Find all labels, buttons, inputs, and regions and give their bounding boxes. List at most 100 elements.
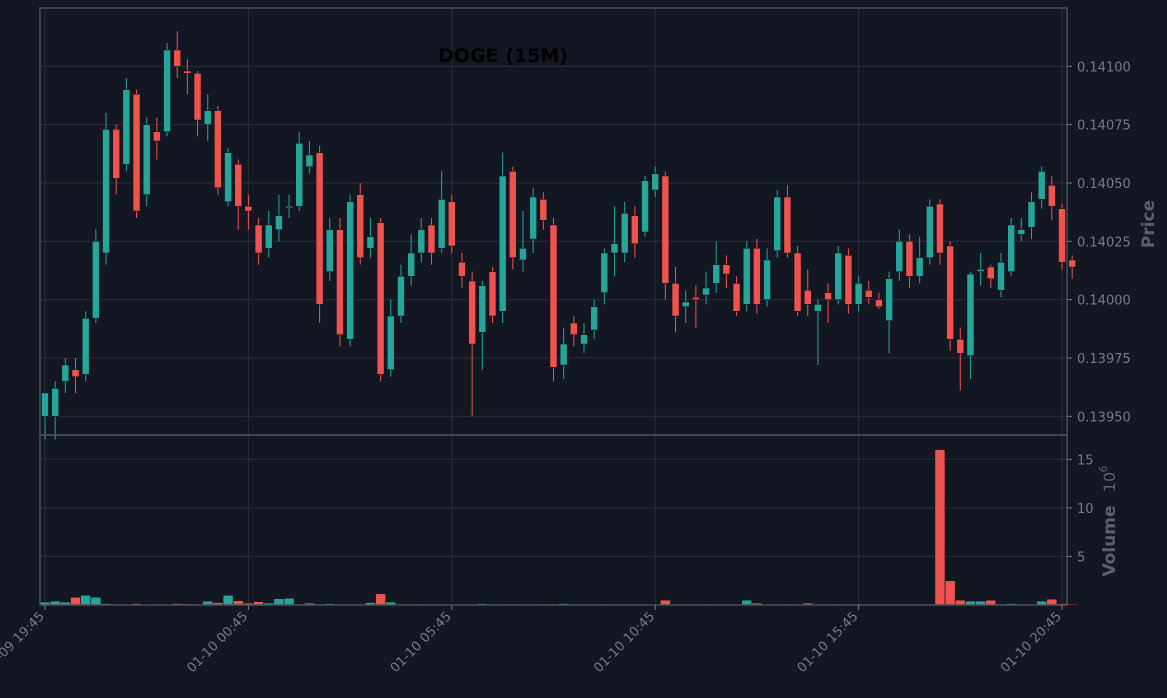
candle-body xyxy=(763,259,771,300)
candle-body xyxy=(122,89,131,165)
candle-body xyxy=(315,152,324,305)
candle-body xyxy=(275,215,283,230)
candle-body xyxy=(620,213,629,254)
candle-body xyxy=(214,110,222,188)
candle-body xyxy=(631,215,639,244)
candle-body xyxy=(692,297,700,300)
candle-body xyxy=(895,241,904,272)
volume-bar xyxy=(1066,603,1078,606)
price-tick-label: 0.14050 xyxy=(1077,177,1131,192)
price-tick-label: 0.14000 xyxy=(1077,294,1131,309)
candle-body xyxy=(966,273,975,356)
candle-body xyxy=(570,322,578,335)
volume-bar xyxy=(273,598,285,606)
candle-body xyxy=(305,154,314,167)
candle-body xyxy=(804,290,812,305)
candle-body xyxy=(1048,185,1056,207)
price-axis-label: Price xyxy=(1139,200,1159,248)
volume-bar xyxy=(90,596,102,606)
candle-body xyxy=(702,287,710,296)
candle-body xyxy=(61,364,70,382)
candle-body xyxy=(295,143,303,207)
candle-body xyxy=(153,131,161,142)
candle-body xyxy=(600,252,609,293)
candle-body xyxy=(193,73,202,121)
candle-body xyxy=(529,196,537,240)
candle-body xyxy=(244,206,253,212)
candle-body xyxy=(956,339,965,354)
candle-body xyxy=(580,334,588,345)
price-tick-label: 0.14100 xyxy=(1077,60,1131,75)
candle-body xyxy=(885,278,893,321)
price-tick-label: 0.14025 xyxy=(1077,235,1131,250)
candle-body xyxy=(854,283,863,305)
candle-body xyxy=(81,318,90,375)
candle-body xyxy=(712,264,720,284)
candle-body xyxy=(203,110,212,125)
volume-bar xyxy=(222,595,234,606)
candle-body xyxy=(51,388,59,417)
candle-body xyxy=(224,152,232,202)
candle-body xyxy=(173,49,181,67)
candle-body xyxy=(987,266,995,279)
volume-bar xyxy=(70,596,81,606)
candle-body xyxy=(590,306,598,331)
volume-multiplier-exponent: 6 xyxy=(1097,466,1110,473)
candle-body xyxy=(559,343,568,366)
candle-body xyxy=(1017,229,1026,235)
candle-body xyxy=(407,252,415,277)
candle-body xyxy=(326,229,334,272)
candles xyxy=(41,31,1076,440)
candle-body xyxy=(488,271,497,317)
candle-body xyxy=(1058,208,1066,263)
price-axis: 0.13950 0.13975 0.14000 0.14025 0.14050 0.140… xyxy=(1067,60,1131,425)
candle-body xyxy=(366,236,375,249)
candle-body xyxy=(376,222,385,375)
candle-body xyxy=(254,224,263,254)
candle-body xyxy=(681,301,690,307)
volume-tick-label: 15 xyxy=(1077,453,1094,468)
candle-body xyxy=(234,164,242,207)
candle-body xyxy=(387,315,395,370)
volume-multiplier-base: 10 xyxy=(1100,472,1119,492)
candle-body xyxy=(773,196,781,251)
candle-body xyxy=(783,196,792,254)
chart-title: DOGE (15M) xyxy=(438,45,568,67)
candle-body xyxy=(163,49,171,132)
candle-body xyxy=(336,229,344,335)
price-tick-label: 0.13950 xyxy=(1077,410,1131,425)
candle-body xyxy=(539,199,548,221)
candle-body xyxy=(356,194,365,258)
candle-body xyxy=(722,264,731,275)
candle-body xyxy=(793,252,802,312)
candle-body xyxy=(742,248,751,305)
candle-body xyxy=(844,255,853,305)
price-tick-label: 0.14075 xyxy=(1077,119,1131,134)
candle-body xyxy=(264,224,273,249)
volume-axis: 5 10 15 xyxy=(1067,453,1094,565)
price-tick-label: 0.13975 xyxy=(1077,352,1131,367)
volume-tick-label: 10 xyxy=(1077,502,1094,517)
candle-body xyxy=(437,199,446,249)
candle-body xyxy=(732,283,741,312)
candle-body xyxy=(468,280,476,345)
candle-body xyxy=(448,201,456,247)
candle-body xyxy=(926,206,934,258)
candle-body xyxy=(865,290,873,298)
candle-body xyxy=(397,276,405,317)
candle-body xyxy=(92,241,100,319)
candle-body xyxy=(753,248,761,305)
candle-body xyxy=(976,269,985,272)
candle-body xyxy=(549,224,558,368)
candle-body xyxy=(1068,259,1076,268)
candle-body xyxy=(671,283,680,317)
candle-body xyxy=(661,175,670,284)
candle-body xyxy=(427,224,436,254)
volume-bar xyxy=(80,595,91,606)
volume-bar xyxy=(375,593,386,606)
candle-body xyxy=(142,124,151,195)
candle-body xyxy=(610,243,619,254)
volume-panel-border xyxy=(39,434,1068,606)
candle-body xyxy=(814,304,822,312)
candle-body xyxy=(346,201,354,340)
